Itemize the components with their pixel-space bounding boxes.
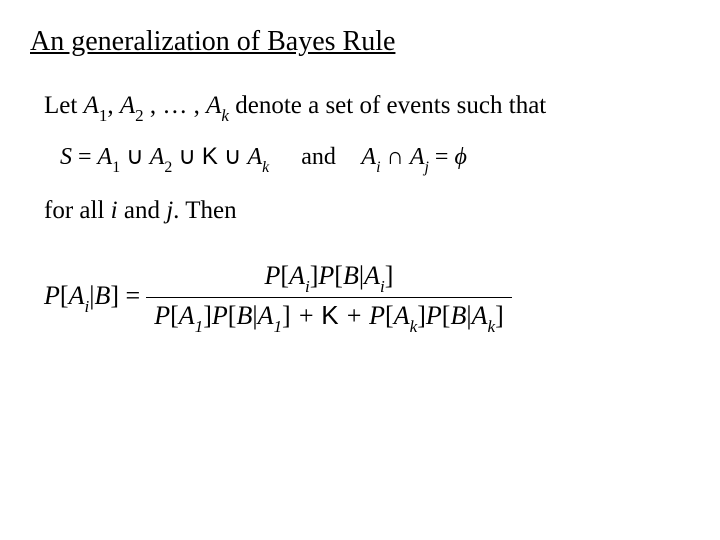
lbracket: [ — [385, 301, 394, 330]
rbracket: ] — [203, 301, 212, 330]
sym-p: P — [426, 301, 442, 330]
sub-k: k — [221, 106, 229, 125]
lbracket: [ — [60, 281, 69, 310]
sym-a: A — [258, 301, 274, 330]
sub: j — [425, 159, 429, 176]
text: for all — [44, 197, 111, 224]
sub: 1 — [112, 159, 120, 176]
sym-s: S — [60, 144, 72, 170]
text: and — [118, 197, 167, 224]
sub: 2 — [164, 159, 172, 176]
lbracket: [ — [280, 261, 289, 290]
sym-a: A — [98, 144, 113, 170]
lbracket: [ — [334, 261, 343, 290]
sub: 1 — [273, 317, 282, 336]
cup: ∪ — [120, 144, 150, 170]
plus: + — [291, 301, 322, 330]
eq-sign: = — [119, 281, 140, 310]
dots: , … , — [144, 92, 207, 119]
sym-p: P — [44, 281, 60, 310]
numerator: P[Ai]P[B|Ai] — [257, 259, 402, 297]
sym-a: A — [179, 301, 195, 330]
sym-b: B — [236, 301, 252, 330]
intro-line: Let A1, A2 , … , Ak denote a set of even… — [44, 92, 690, 124]
sym-a: A — [361, 144, 376, 170]
cup: ∪ — [172, 144, 202, 170]
rbracket: ] — [417, 301, 426, 330]
sub: i — [84, 297, 89, 316]
rbracket: ] — [495, 301, 504, 330]
sym-a: A — [247, 144, 262, 170]
sym-p: P — [369, 301, 385, 330]
lbracket: [ — [170, 301, 179, 330]
eq-sign: = — [72, 144, 98, 170]
kappa-icon: K — [321, 300, 338, 330]
bayes-formula: P[Ai|B] = P[Ai]P[B|Ai] P[A1]P[B|A1] + K … — [44, 259, 690, 337]
formula-lhs: P[Ai|B] = — [44, 281, 140, 315]
sep: , — [107, 92, 120, 119]
slide-title: An generalization of Bayes Rule — [30, 26, 690, 58]
and-word: and — [301, 144, 336, 170]
eq-sign: = — [429, 144, 455, 170]
rbracket: ] — [282, 301, 291, 330]
sym-b: B — [343, 261, 359, 290]
cap: ∩ — [381, 144, 410, 170]
sym-p: P — [265, 261, 281, 290]
equation-partition: S = A1 ∪ A2 ∪ K ∪ Ak and Ai ∩ Aj = ϕ — [60, 142, 690, 175]
empty-set: ϕ — [454, 144, 466, 170]
sub: 1 — [195, 317, 204, 336]
rbracket: ] — [110, 281, 119, 310]
sym-a: A — [472, 301, 488, 330]
sym-p: P — [318, 261, 334, 290]
sym-a: A — [364, 261, 380, 290]
sub: i — [380, 277, 385, 296]
sym-b: B — [94, 281, 110, 310]
sym-a: A — [150, 144, 165, 170]
sym-p: P — [212, 301, 228, 330]
sym-b: B — [450, 301, 466, 330]
sym-a: A — [206, 92, 221, 119]
then-line: for all i and j. Then — [44, 197, 690, 225]
sym-a: A — [410, 144, 425, 170]
formula-fraction: P[Ai]P[B|Ai] P[A1]P[B|A1] + K + P[Ak]P[B… — [146, 259, 512, 337]
sym-a: A — [289, 261, 305, 290]
sym-a: A — [120, 92, 135, 119]
sym-p: P — [154, 301, 170, 330]
sym-i: i — [111, 197, 118, 224]
plus: + — [339, 301, 370, 330]
cup: ∪ — [218, 144, 248, 170]
text: . Then — [173, 197, 236, 224]
sub: i — [376, 159, 380, 176]
text: Let — [44, 92, 84, 119]
sym-a: A — [69, 281, 85, 310]
rbracket: ] — [385, 261, 394, 290]
sub-2: 2 — [135, 106, 144, 125]
sub: k — [262, 159, 269, 176]
sub: k — [410, 317, 418, 336]
sub: i — [305, 277, 310, 296]
sub-1: 1 — [99, 106, 108, 125]
sym-a: A — [394, 301, 410, 330]
kappa-icon: K — [202, 143, 218, 170]
sym-a: A — [84, 92, 99, 119]
text: denote a set of events such that — [229, 92, 546, 119]
denominator: P[A1]P[B|A1] + K + P[Ak]P[B|Ak] — [146, 298, 512, 337]
sub: k — [487, 317, 495, 336]
